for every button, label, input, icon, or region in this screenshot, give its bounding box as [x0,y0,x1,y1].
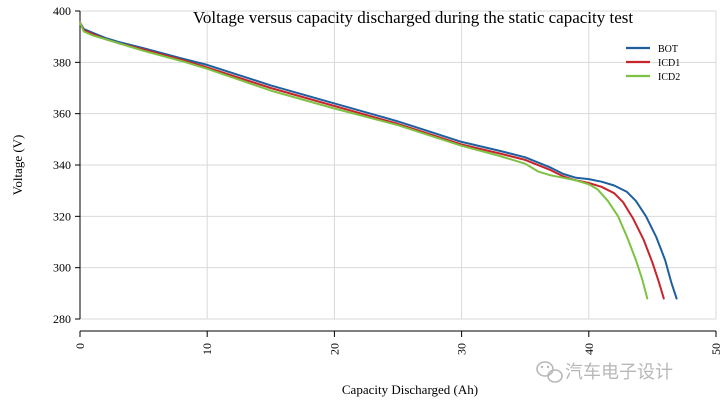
y-tick-label: 340 [53,158,71,172]
x-tick-label: 30 [455,343,469,355]
watermark: 汽车电子设计 [536,361,673,383]
y-tick-label: 300 [53,261,71,275]
y-tick-label: 380 [53,55,71,69]
series-line-icd1 [79,21,665,300]
legend-label-icd2: ICD2 [658,72,680,83]
legend-label-icd1: ICD1 [658,58,680,69]
x-tick-label: 0 [73,343,87,349]
y-tick-label: 280 [53,312,71,326]
watermark-text: 汽车电子设计 [565,362,673,383]
x-tick-label: 50 [709,343,723,355]
legend-label-bot: BOT [658,44,678,55]
y-tick-label: 360 [53,107,71,121]
x-tick-label: 20 [327,343,341,355]
x-tick-label: 40 [582,343,596,355]
x-tick-label: 10 [200,343,214,355]
x-ticks: 0 10 20 30 40 50 [73,331,723,355]
wechat-icon [536,361,563,383]
series-lines [79,21,678,300]
y-axis-label: Voltage (V) [10,135,25,196]
series-line-bot [79,21,678,300]
legend: BOT ICD1 ICD2 [626,44,680,83]
y-tick-label: 320 [53,209,71,223]
y-ticks: 280 300 320 340 360 380 400 [53,4,80,326]
y-tick-label: 400 [53,4,71,18]
series-line-icd2 [79,21,649,300]
chart-title: Voltage versus capacity discharged durin… [193,8,634,27]
x-axis-label: Capacity Discharged (Ah) [342,382,478,397]
